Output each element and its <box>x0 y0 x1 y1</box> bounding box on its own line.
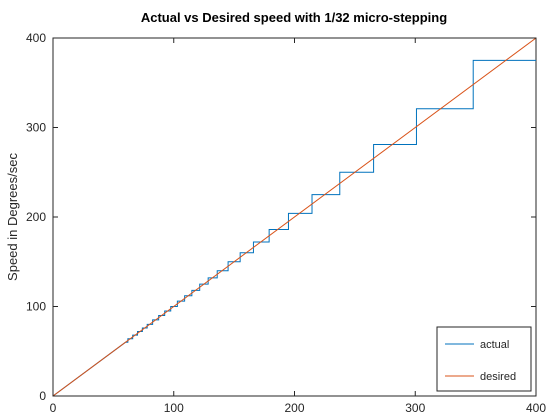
axis-ticks: 0 100 200 300 400 0 100 200 300 400 <box>26 31 546 415</box>
x-tick-label: 400 <box>526 401 546 415</box>
y-tick-label: 100 <box>26 300 46 314</box>
series-line-desired <box>53 38 536 396</box>
legend-box <box>436 326 532 392</box>
x-tick-label: 300 <box>405 401 425 415</box>
legend-label-desired: desired <box>480 371 516 383</box>
y-tick-label: 0 <box>39 389 46 403</box>
x-tick-label: 100 <box>164 401 184 415</box>
y-tick-label: 400 <box>26 31 46 45</box>
legend-label-actual: actual <box>480 339 509 351</box>
y-axis-label: Speed in Degrees/sec <box>5 153 20 281</box>
y-tick-label: 300 <box>26 121 46 135</box>
legend: actual desired <box>436 326 532 392</box>
chart-title: Actual vs Desired speed with 1/32 micro-… <box>141 10 447 25</box>
x-tick-label: 0 <box>50 401 57 415</box>
series-group <box>53 38 536 396</box>
x-tick-label: 200 <box>284 401 304 415</box>
y-tick-label: 200 <box>26 210 46 224</box>
